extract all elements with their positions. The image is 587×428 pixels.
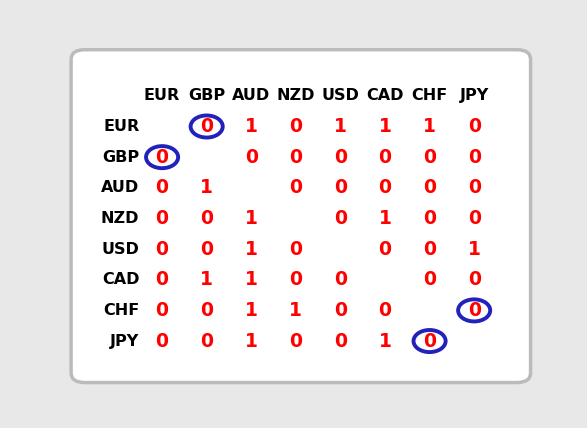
Text: 0: 0 [423,209,436,228]
Text: CAD: CAD [102,272,139,287]
Text: 0: 0 [468,148,481,166]
Text: EUR: EUR [144,88,180,103]
Text: 0: 0 [156,178,168,197]
Text: 1: 1 [379,332,392,351]
Text: 0: 0 [334,301,347,320]
Text: 0: 0 [289,178,302,197]
Text: 0: 0 [334,209,347,228]
Text: 1: 1 [379,209,392,228]
Text: 0: 0 [156,270,168,289]
Text: 0: 0 [423,240,436,259]
Text: 0: 0 [200,209,213,228]
Text: USD: USD [102,241,139,257]
Text: 1: 1 [334,117,347,136]
Text: 0: 0 [379,148,392,166]
Text: 0: 0 [156,332,168,351]
Text: 1: 1 [423,117,436,136]
Text: 0: 0 [423,270,436,289]
Text: 0: 0 [334,332,347,351]
Text: 0: 0 [289,148,302,166]
Text: 0: 0 [468,209,481,228]
Text: 0: 0 [334,148,347,166]
Text: 0: 0 [423,332,436,351]
Text: JPY: JPY [110,333,139,348]
Text: NZD: NZD [101,211,139,226]
Text: 0: 0 [200,240,213,259]
Text: 0: 0 [289,270,302,289]
Text: 1: 1 [379,117,392,136]
Text: 1: 1 [245,270,258,289]
Text: 1: 1 [245,332,258,351]
FancyBboxPatch shape [71,50,531,383]
Text: 0: 0 [379,240,392,259]
Text: 0: 0 [334,178,347,197]
Text: 0: 0 [156,209,168,228]
Text: 1: 1 [200,270,213,289]
Text: 0: 0 [379,301,392,320]
Text: 1: 1 [245,240,258,259]
Text: 1: 1 [200,178,213,197]
Text: 1: 1 [468,240,481,259]
Text: CHF: CHF [103,303,139,318]
Text: GBP: GBP [188,88,225,103]
Text: EUR: EUR [103,119,139,134]
Text: 0: 0 [289,240,302,259]
Text: 0: 0 [468,117,481,136]
Text: 0: 0 [200,301,213,320]
Text: 0: 0 [245,148,258,166]
Text: 0: 0 [289,117,302,136]
Text: 0: 0 [423,178,436,197]
Text: USD: USD [322,88,359,103]
Text: NZD: NZD [276,88,315,103]
Text: 0: 0 [200,117,213,136]
Text: CHF: CHF [411,88,448,103]
Text: 0: 0 [468,301,481,320]
Text: 0: 0 [468,178,481,197]
Text: 0: 0 [423,148,436,166]
Text: 1: 1 [289,301,302,320]
Text: 1: 1 [245,209,258,228]
Text: 0: 0 [334,270,347,289]
Text: 1: 1 [245,301,258,320]
Text: AUD: AUD [101,180,139,195]
Text: GBP: GBP [102,150,139,165]
Text: 0: 0 [289,332,302,351]
Text: 0: 0 [200,332,213,351]
Text: CAD: CAD [366,88,404,103]
Text: 0: 0 [379,178,392,197]
Text: AUD: AUD [232,88,271,103]
Text: 0: 0 [156,240,168,259]
Text: 1: 1 [245,117,258,136]
Text: 0: 0 [156,301,168,320]
Text: JPY: JPY [460,88,489,103]
Text: 0: 0 [468,270,481,289]
Text: 0: 0 [156,148,168,166]
